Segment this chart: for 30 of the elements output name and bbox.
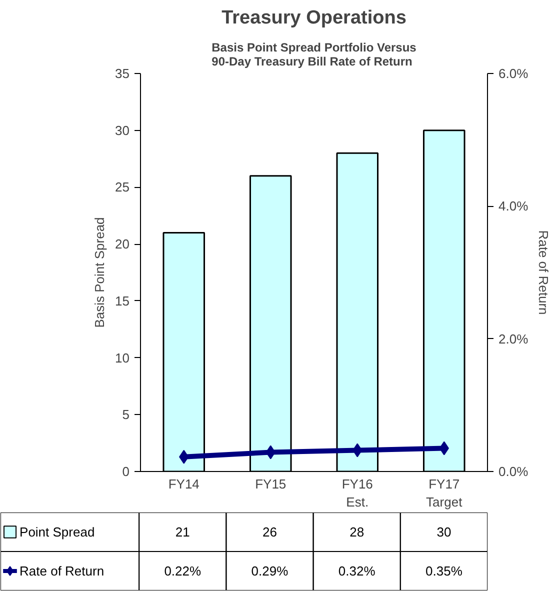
legend-label: Point Spread [20, 524, 95, 540]
data-label: 0.32% [338, 564, 376, 578]
y2-tick-label: 2.0% [498, 331, 529, 346]
y-tick-label: 10 [115, 350, 130, 366]
y2-tick-label: 0.0% [498, 464, 529, 479]
legend-label: Rate of Return [20, 564, 104, 578]
data-label: 30 [436, 524, 452, 540]
x-tick-label: FY16 Est. [342, 476, 373, 510]
y-tick-label: 5 [122, 407, 130, 422]
y2-tick-label: 4.0% [498, 198, 529, 214]
y-tick-label: 25 [115, 180, 130, 195]
data-label: 26 [262, 524, 277, 540]
y-tick-label: 30 [115, 122, 130, 138]
y2-axis-title: Rate of Return [536, 230, 552, 315]
data-label: 0.35% [426, 564, 463, 578]
y-tick-label: 0 [122, 464, 130, 479]
data-label: 0.22% [164, 564, 202, 578]
chart-subtitle: Basis Point Spread Portfolio Versus 90-Day Treasury Bill Rate of Return [212, 40, 417, 68]
y-tick-label: 20 [115, 236, 130, 252]
y-axis-title: Basis Point Spread [92, 217, 108, 328]
data-label: 0.29% [251, 564, 289, 578]
data-label: 28 [350, 524, 364, 540]
y-tick-label: 35 [115, 66, 130, 81]
y2-tick-label: 6.0% [498, 66, 529, 81]
data-label: 21 [175, 524, 190, 540]
x-tick-label: FY15 [255, 476, 286, 492]
chart-title: Treasury Operations [222, 8, 406, 28]
y-tick-label: 15 [115, 293, 130, 308]
x-tick-label: FY14 [168, 476, 200, 492]
x-tick-label: FY17 Target [426, 476, 463, 510]
